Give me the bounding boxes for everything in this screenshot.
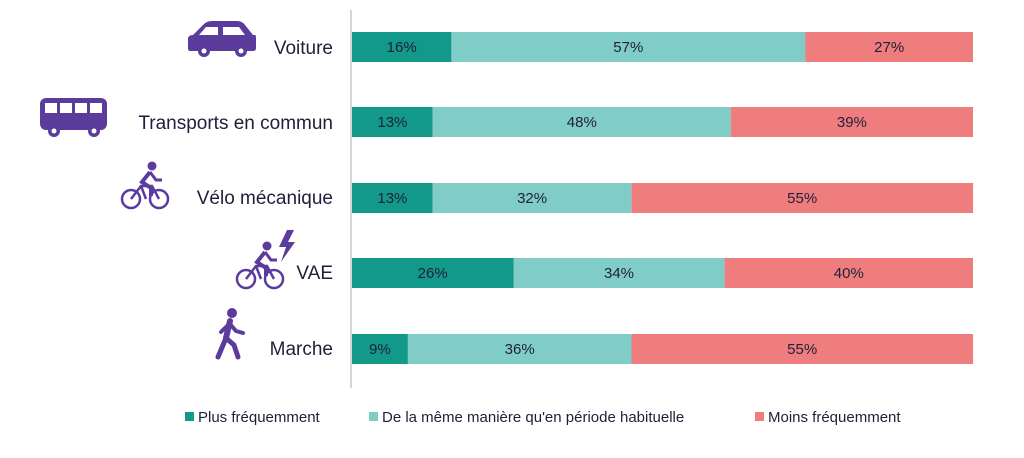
bar-transports-en-commun-series-1: [352, 107, 433, 137]
bar-vae-series-3: [724, 258, 973, 288]
bar-velo-mecanique-series-2: [432, 183, 632, 213]
bar-vae-series-1: [352, 258, 514, 288]
bar-voiture-series-1: [352, 32, 452, 62]
legend-label-plus: Plus fréquemment: [198, 409, 321, 426]
category-label-voiture: Voiture: [274, 38, 333, 59]
data-label-marche-series-3: 55%: [787, 341, 817, 358]
data-label-vae-series-1: 26%: [418, 265, 448, 282]
data-label-marche-series-1: 9%: [369, 341, 391, 358]
bar-marche-series-3: [631, 334, 974, 364]
data-label-vae-series-3: 40%: [834, 265, 864, 282]
bar-voiture-series-2: [451, 32, 806, 62]
bars-group: 16% 57% 27% 13% 48% 39% 13% 32% 55% 26% 34% 40% 9% 36…: [352, 32, 974, 364]
data-label-velo-mecanique-series-3: 55%: [787, 190, 817, 207]
bar-velo-mecanique-series-3: [631, 183, 974, 213]
data-label-voiture-series-3: 27%: [874, 39, 904, 56]
car-icon: [188, 21, 256, 57]
legend-swatch-moins: [755, 412, 764, 421]
bar-transports-en-commun-series-3: [730, 107, 973, 137]
bicycle-icon: [120, 161, 170, 210]
data-label-vae-series-2: 34%: [604, 265, 634, 282]
electric-bike-icon: [235, 230, 295, 290]
legend-swatch-meme: [369, 412, 378, 421]
data-label-velo-mecanique-series-1: 13%: [377, 190, 407, 207]
legend-label-moins: Moins fréquemment: [768, 409, 901, 426]
category-label-velo: Vélo mécanique: [197, 188, 333, 209]
data-label-transports-en-commun-series-2: 48%: [567, 114, 597, 131]
legend-label-meme: De la même manière qu'en période habitue…: [382, 409, 684, 426]
category-label-marche: Marche: [270, 339, 333, 360]
bar-velo-mecanique-series-1: [352, 183, 433, 213]
category-label-vae: VAE: [296, 263, 333, 284]
data-label-voiture-series-1: 16%: [387, 39, 417, 56]
bus-icon: [40, 98, 107, 137]
legend-swatch-plus: [185, 412, 194, 421]
bar-voiture-series-3: [805, 32, 973, 62]
data-label-transports-en-commun-series-3: 39%: [837, 114, 867, 131]
data-label-voiture-series-2: 57%: [613, 39, 643, 56]
data-label-marche-series-2: 36%: [505, 341, 535, 358]
walking-icon: [215, 308, 245, 360]
data-label-transports-en-commun-series-1: 13%: [377, 114, 407, 131]
category-label-transports: Transports en commun: [138, 113, 333, 134]
bar-transports-en-commun-series-2: [432, 107, 731, 137]
bar-vae-series-2: [513, 258, 725, 288]
bar-marche-series-1: [352, 334, 408, 364]
bar-marche-series-2: [407, 334, 632, 364]
data-label-velo-mecanique-series-2: 32%: [517, 190, 547, 207]
